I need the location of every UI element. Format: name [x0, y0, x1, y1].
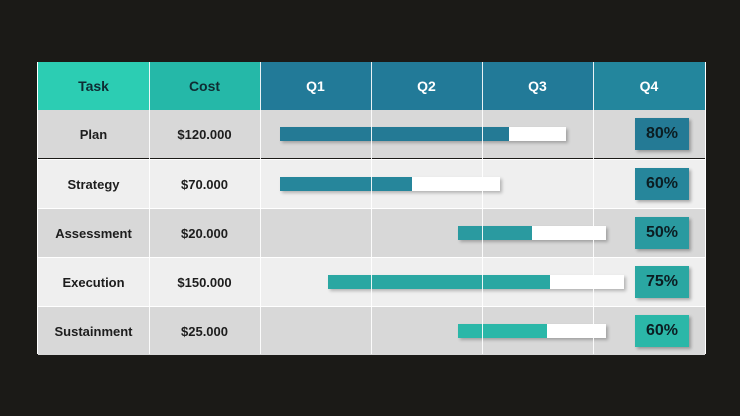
header-task: Task	[38, 62, 149, 110]
task-name: Assessment	[55, 225, 132, 241]
column-divider	[482, 62, 483, 354]
task-cost: $150.000	[177, 274, 232, 290]
progress-track	[279, 177, 500, 191]
header-q1: Q1	[260, 62, 371, 110]
progress-fill	[457, 324, 547, 338]
task-name: Strategy	[67, 176, 120, 192]
column-divider	[593, 62, 594, 354]
progress-badge: 80%	[635, 118, 689, 150]
progress-fill	[279, 127, 510, 141]
task-name: Sustainment	[54, 323, 133, 339]
gantt-table: Task Cost Q1 Q2 Q3 Q4 Plan $120.000 80% …	[37, 62, 706, 355]
progress-track	[457, 324, 607, 338]
task-cost: $70.000	[181, 176, 228, 192]
header-q3: Q3	[482, 62, 593, 110]
header-q4: Q4	[593, 62, 705, 110]
task-name: Plan	[79, 126, 108, 142]
column-divider	[260, 62, 261, 354]
progress-badge: 50%	[635, 217, 689, 249]
task-name: Execution	[62, 274, 125, 290]
column-divider	[149, 62, 150, 354]
progress-badge: 60%	[635, 315, 689, 347]
progress-fill	[457, 226, 532, 240]
task-cost: $25.000	[181, 323, 228, 339]
progress-badge: 60%	[635, 168, 689, 200]
progress-track	[327, 275, 625, 289]
column-divider	[371, 62, 372, 354]
task-cost: $120.000	[177, 126, 232, 142]
header-cost: Cost	[149, 62, 260, 110]
progress-badge: 75%	[635, 266, 689, 298]
progress-fill	[327, 275, 550, 289]
progress-track	[279, 127, 567, 141]
progress-track	[457, 226, 607, 240]
header-q2: Q2	[371, 62, 482, 110]
progress-fill	[279, 177, 412, 191]
task-cost: $20.000	[181, 225, 228, 241]
